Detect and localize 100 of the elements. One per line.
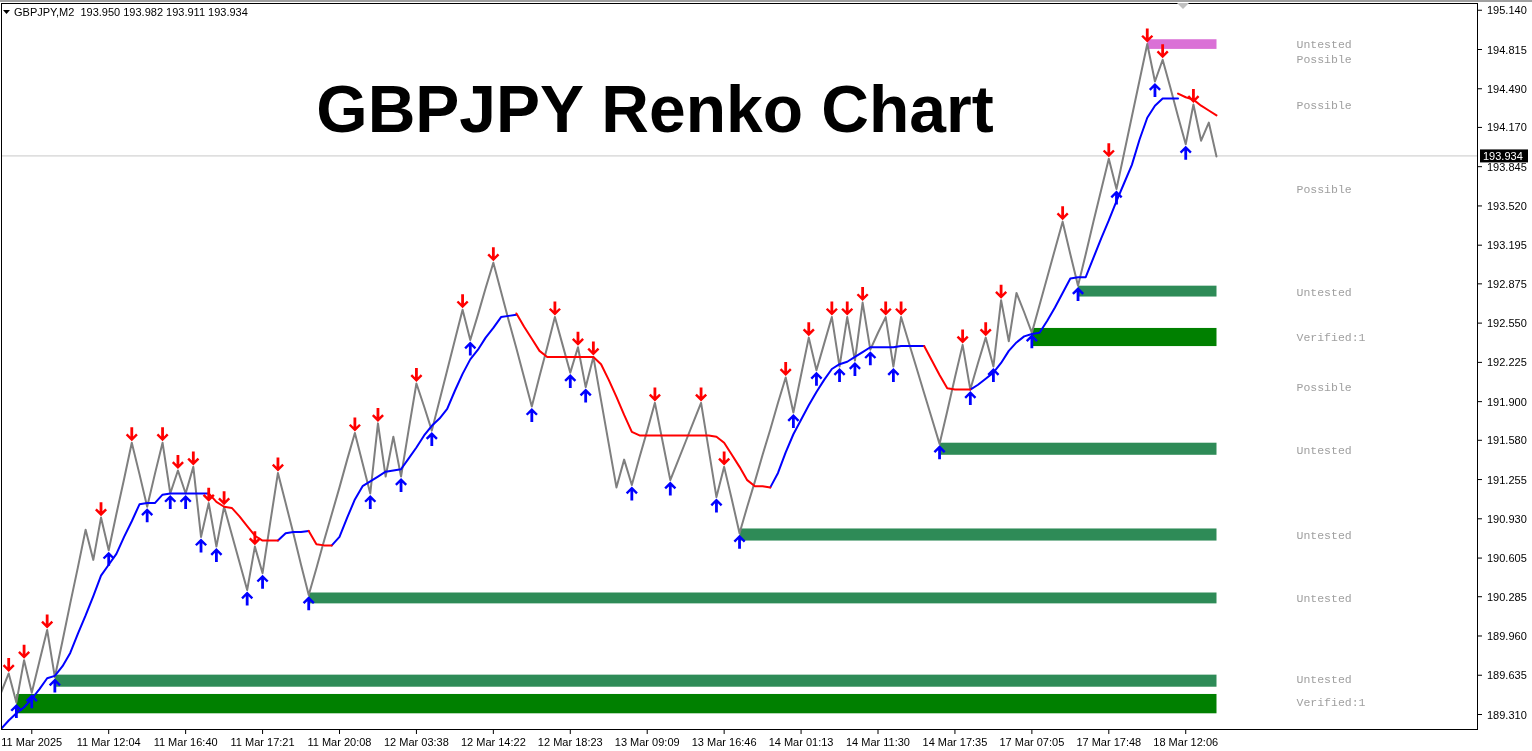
point <box>810 371 823 386</box>
y-tick-label: 189.635 <box>1487 669 1527 682</box>
x-tick-label: 14 Mar 11:30 <box>846 736 911 748</box>
text: Possible <box>1296 52 1352 66</box>
point <box>718 451 731 466</box>
point <box>164 494 177 509</box>
point <box>587 341 600 356</box>
y-tick-label: 193.845 <box>1487 160 1527 173</box>
point <box>202 487 215 502</box>
y-tick-label: 192.550 <box>1487 317 1527 330</box>
point <box>956 329 969 344</box>
text: Possible <box>1296 380 1352 394</box>
y-tick-label: 190.930 <box>1487 512 1527 525</box>
text: Untested <box>1296 591 1352 605</box>
point <box>887 368 900 383</box>
point <box>48 678 61 693</box>
x-tick-label: 12 Mar 03:38 <box>384 736 449 748</box>
point <box>695 387 708 402</box>
x-tick-label: 11 Mar 2025 <box>1 736 63 748</box>
text: Untested <box>1296 37 1352 51</box>
point <box>464 341 477 356</box>
text: Possible <box>1296 98 1352 112</box>
point <box>664 481 677 496</box>
point <box>348 417 361 432</box>
point <box>410 368 423 383</box>
point <box>25 694 38 709</box>
point <box>218 491 231 506</box>
point <box>987 368 1000 383</box>
text: Untested <box>1296 285 1352 299</box>
point <box>364 494 377 509</box>
point <box>648 387 661 402</box>
point <box>1179 145 1192 160</box>
point <box>1110 190 1123 205</box>
y-tick-label: 194.490 <box>1487 82 1527 95</box>
point <box>156 427 169 442</box>
y-tick-label: 191.900 <box>1487 395 1527 408</box>
point <box>248 531 261 546</box>
point <box>833 368 846 383</box>
ref-line-label: 193.934 <box>1483 149 1523 162</box>
point <box>964 391 977 406</box>
point <box>102 551 115 566</box>
point <box>210 548 223 563</box>
point <box>856 287 869 302</box>
x-tick-label: 18 Mar 12:06 <box>1153 736 1219 748</box>
y-tick-label: 189.310 <box>1487 708 1527 721</box>
point <box>1025 334 1038 349</box>
point <box>1187 89 1200 104</box>
point <box>548 301 561 316</box>
point <box>579 388 592 403</box>
y-tick-label: 190.605 <box>1487 552 1527 565</box>
point <box>625 486 638 501</box>
y-tick-label: 193.520 <box>1487 199 1527 212</box>
y-tick-label: 190.285 <box>1487 590 1527 603</box>
y-tick-label: 192.225 <box>1487 356 1527 369</box>
point <box>241 591 254 606</box>
point <box>141 508 154 523</box>
x-tick-label: 17 Mar 17:48 <box>1076 736 1142 748</box>
y-tick-label: 194.170 <box>1487 121 1527 134</box>
point <box>864 351 877 366</box>
point <box>179 494 192 509</box>
point <box>779 362 792 377</box>
point <box>487 247 500 262</box>
point <box>271 457 284 472</box>
point <box>841 301 854 316</box>
point <box>41 614 54 629</box>
x-tick-label: 12 Mar 18:23 <box>537 736 603 748</box>
x-tick-label: 17 Mar 07:05 <box>999 736 1065 748</box>
point <box>710 498 723 513</box>
point <box>564 374 577 389</box>
y-tick-label: 191.580 <box>1487 434 1527 447</box>
point <box>733 534 746 549</box>
point <box>1056 206 1069 221</box>
point <box>425 432 438 447</box>
point <box>10 703 23 718</box>
point <box>787 413 800 428</box>
text: Verified:1 <box>1296 695 1366 709</box>
point <box>2 657 15 672</box>
x-tick-label: 12 Mar 14:22 <box>460 736 526 748</box>
point <box>802 322 815 337</box>
x-tick-label: 11 Mar 17:21 <box>230 736 295 748</box>
x-tick-label: 14 Mar 01:13 <box>768 736 834 748</box>
point <box>456 294 469 309</box>
x-tick-label: 11 Mar 16:40 <box>153 736 218 748</box>
point <box>1141 28 1154 43</box>
text: Verified:1 <box>1296 330 1366 344</box>
text: Untested <box>1296 672 1352 686</box>
point <box>879 301 892 316</box>
x-tick-label: 14 Mar 17:35 <box>922 736 988 748</box>
text: GBPJPY Renko Chart <box>316 72 994 146</box>
x-tick-label: 11 Mar 12:04 <box>76 736 141 748</box>
text: Untested <box>1296 528 1352 542</box>
point <box>825 301 838 316</box>
point <box>256 574 269 589</box>
point <box>125 427 138 442</box>
point <box>1156 44 1169 59</box>
text: Possible <box>1296 182 1352 196</box>
point <box>95 502 108 517</box>
point <box>979 322 992 337</box>
point <box>525 407 538 422</box>
chart-subtitle: GBPJPY,M2 193.950 193.982 193.911 193.934 <box>14 6 248 18</box>
